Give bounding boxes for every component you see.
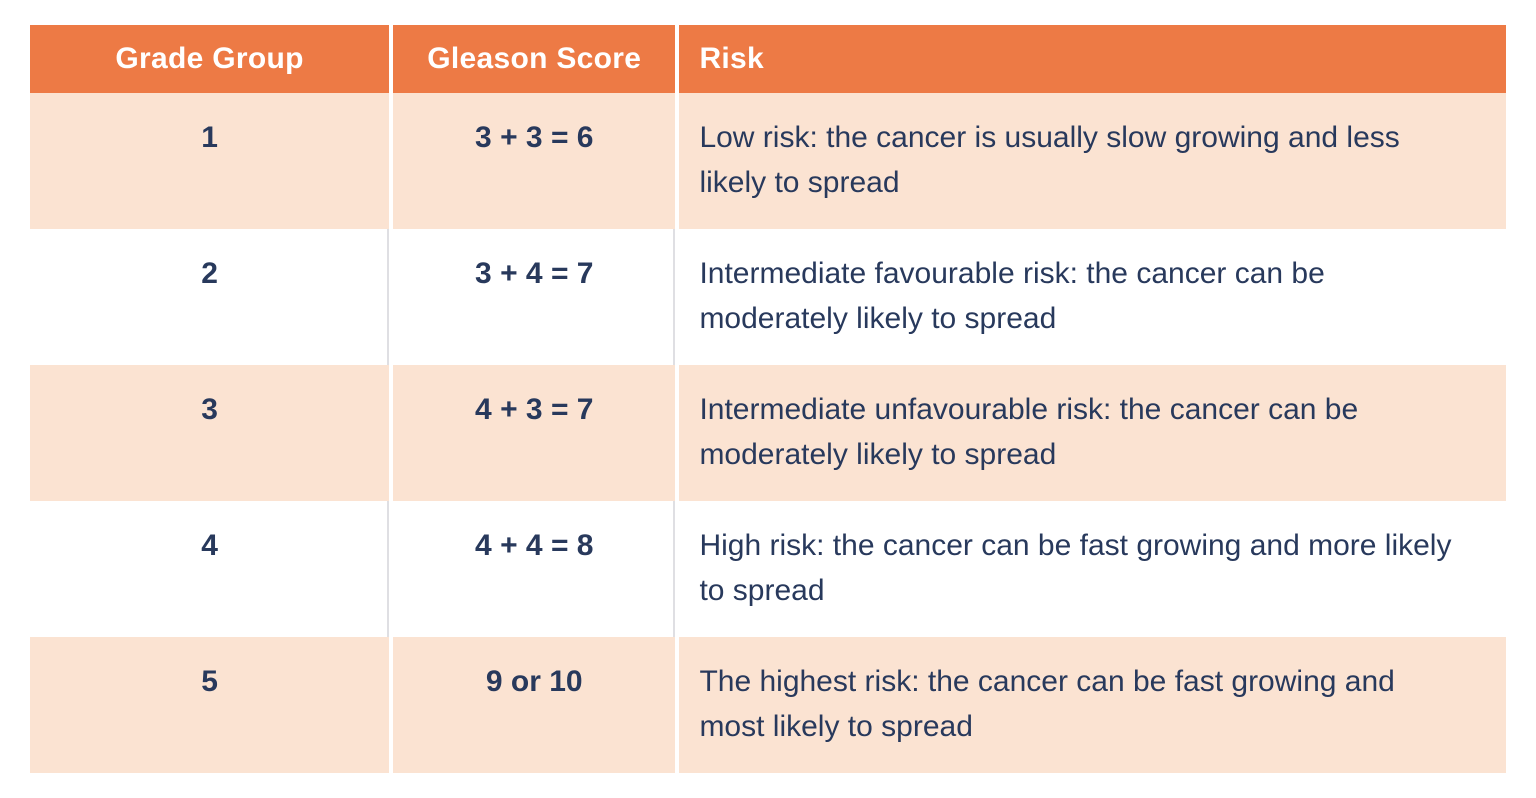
table-header: Grade Group Gleason Score Risk bbox=[30, 25, 1506, 93]
gleason-score-cell: 4 + 3 = 7 bbox=[393, 365, 680, 501]
gleason-score-cell: 3 + 4 = 7 bbox=[393, 229, 680, 365]
grade-group-cell: 3 bbox=[30, 365, 394, 501]
column-header-gleason-score: Gleason Score bbox=[393, 25, 680, 93]
gleason-score-cell: 4 + 4 = 8 bbox=[393, 501, 680, 637]
risk-cell: The highest risk: the cancer can be fast… bbox=[679, 637, 1506, 773]
grade-group-cell: 4 bbox=[30, 501, 394, 637]
gleason-score-cell: 3 + 3 = 6 bbox=[393, 93, 680, 229]
risk-cell: High risk: the cancer can be fast growin… bbox=[679, 501, 1506, 637]
grade-group-cell: 1 bbox=[30, 93, 394, 229]
grade-group-cell: 2 bbox=[30, 229, 394, 365]
column-header-grade-group: Grade Group bbox=[30, 25, 394, 93]
grade-group-cell: 5 bbox=[30, 637, 394, 773]
header-row: Grade Group Gleason Score Risk bbox=[30, 25, 1506, 93]
risk-cell: Intermediate unfavourable risk: the canc… bbox=[679, 365, 1506, 501]
gleason-score-cell: 9 or 10 bbox=[393, 637, 680, 773]
column-header-risk: Risk bbox=[679, 25, 1506, 93]
risk-cell: Low risk: the cancer is usually slow gro… bbox=[679, 93, 1506, 229]
risk-cell: Intermediate favourable risk: the cancer… bbox=[679, 229, 1506, 365]
